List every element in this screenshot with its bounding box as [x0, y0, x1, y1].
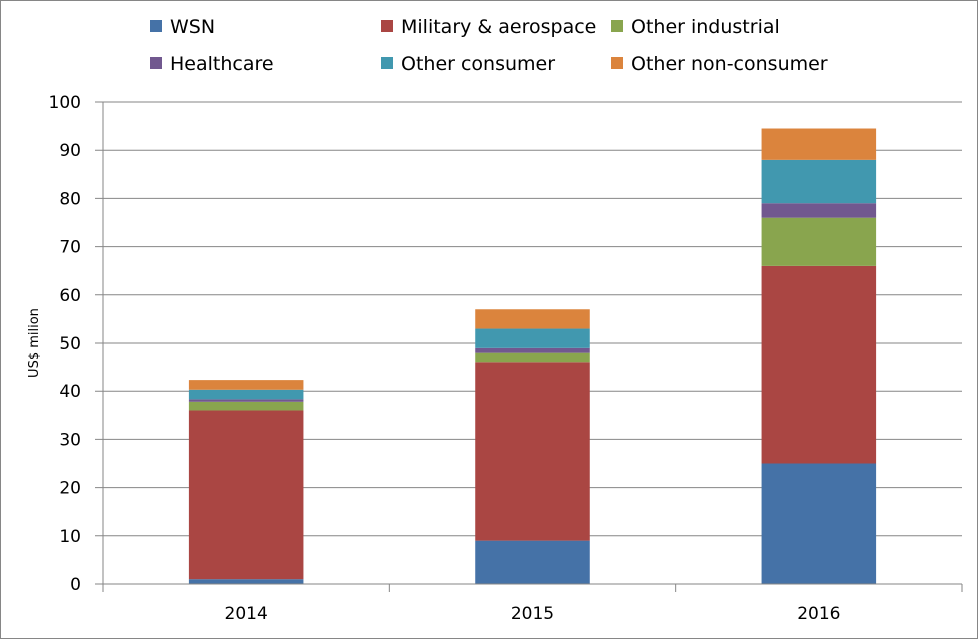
legend-item-healthcare: Healthcare	[150, 53, 274, 75]
legend-swatch-other-consumer	[381, 57, 393, 69]
legend-swatch-healthcare	[150, 57, 162, 69]
legend-label-other-non-consumer: Other non-consumer	[631, 53, 828, 75]
x-tick-label-2015: 2015	[511, 604, 554, 624]
y-tick-label-100: 100	[49, 93, 81, 113]
legend-item-other-consumer: Other consumer	[381, 53, 555, 75]
y-tick-label-30: 30	[59, 430, 81, 450]
bar-segment-healthcare-2015	[475, 347, 590, 353]
legend-swatch-military-aerospace	[381, 20, 393, 32]
bar-segment-other-consumer-2016	[761, 159, 877, 204]
bar-segment-other-non-consumer-2015	[475, 309, 590, 329]
y-tick-label-10: 10	[59, 527, 81, 547]
bar-segment-military-aerospace-2016	[761, 265, 877, 464]
bar-segment-wsn-2016	[761, 463, 877, 584]
bar-segment-other-consumer-2015	[475, 328, 590, 348]
bar-segment-wsn-2014	[188, 579, 304, 584]
y-tick-label-40: 40	[59, 382, 81, 402]
legend-swatch-wsn	[150, 20, 162, 32]
axes	[95, 102, 963, 592]
bars	[188, 128, 877, 584]
y-tick-label-90: 90	[59, 141, 81, 161]
y-tick-label-60: 60	[59, 286, 81, 306]
legend-label-other-industrial: Other industrial	[631, 16, 780, 38]
y-tick-label-80: 80	[59, 189, 81, 209]
bar-segment-other-consumer-2014	[188, 389, 304, 400]
bar-segment-healthcare-2014	[188, 399, 304, 402]
legend-label-wsn: WSN	[170, 16, 215, 38]
bar-stack-2015	[475, 309, 590, 584]
bar-segment-other-industrial-2015	[475, 352, 590, 363]
legend-item-other-non-consumer: Other non-consumer	[611, 53, 828, 75]
bar-segment-military-aerospace-2015	[475, 362, 590, 541]
bar-segment-wsn-2015	[475, 540, 590, 584]
x-tick-labels: 2014 2015 2016	[225, 604, 841, 624]
legend-swatch-other-industrial	[611, 20, 623, 32]
legend-label-military-aerospace: Military & aerospace	[401, 16, 596, 38]
bar-stack-2014	[188, 380, 304, 584]
legend-item-military-aerospace: Military & aerospace	[381, 16, 596, 38]
legend-label-other-consumer: Other consumer	[401, 53, 555, 75]
legend-item-other-industrial: Other industrial	[611, 16, 780, 38]
bar-stack-2016	[761, 128, 877, 584]
y-axis-title: US$ milion	[27, 308, 42, 378]
bar-segment-other-non-consumer-2014	[188, 380, 304, 390]
legend-item-wsn: WSN	[150, 16, 215, 38]
legend-swatch-other-non-consumer	[611, 57, 623, 69]
bar-segment-military-aerospace-2014	[188, 410, 304, 580]
y-tick-label-70: 70	[59, 238, 81, 258]
bar-segment-other-industrial-2014	[188, 401, 304, 411]
y-tick-label-50: 50	[59, 334, 81, 354]
y-tick-labels: 0 10 20 30 40 50 60 70 80 90 100	[49, 93, 81, 595]
legend: WSN Military & aerospace Other industrial H…	[150, 16, 828, 75]
y-tick-label-0: 0	[70, 575, 81, 595]
bar-segment-other-non-consumer-2016	[761, 128, 877, 160]
y-tick-label-20: 20	[59, 479, 81, 499]
legend-label-healthcare: Healthcare	[170, 53, 274, 75]
bar-segment-other-industrial-2016	[761, 217, 877, 266]
x-tick-label-2016: 2016	[797, 604, 840, 624]
x-tick-label-2014: 2014	[225, 604, 268, 624]
bar-segment-healthcare-2016	[761, 203, 877, 218]
